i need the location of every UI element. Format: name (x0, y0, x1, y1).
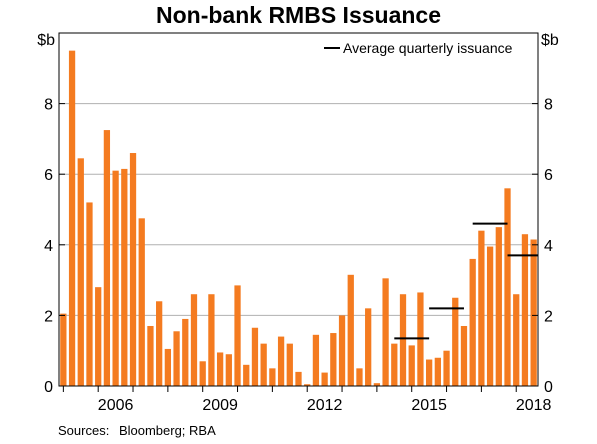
x-tick-label: 2006 (98, 397, 134, 414)
bar (495, 227, 502, 386)
bar (399, 294, 407, 386)
bar (295, 371, 302, 386)
y-tick-label-right: 2 (544, 308, 553, 325)
y-tick-label-left: 6 (44, 167, 53, 184)
bar (452, 297, 459, 386)
axis-labels: 0 0 2 2 4 4 6 6 8 8 $b $b 2006 2009 2012 2015 2018 (37, 32, 559, 414)
y-tick-label-right: 4 (544, 238, 553, 255)
bar (356, 368, 363, 386)
y-tick-label-left: 8 (44, 97, 53, 114)
x-tick-label: 2015 (411, 397, 447, 414)
bar (216, 352, 224, 386)
bar (173, 331, 180, 386)
bar (95, 287, 102, 386)
x-tick-label: 2009 (202, 397, 238, 414)
y-tick-label-left: 2 (44, 308, 53, 325)
bar (208, 294, 215, 386)
plot-frame (58, 32, 539, 387)
bar (68, 50, 76, 387)
chart-title: Non-bank RMBS Issuance (156, 2, 441, 28)
bar (277, 336, 285, 386)
bar (190, 294, 198, 386)
bar (365, 308, 372, 386)
source-note: Sources: Bloomberg; RBA (58, 423, 222, 438)
bar (286, 343, 293, 386)
bar (243, 364, 250, 386)
bar (434, 357, 441, 386)
bars (60, 50, 537, 387)
bar (77, 158, 84, 386)
y-tick-label-left: 4 (44, 238, 53, 255)
bar (443, 350, 450, 386)
axis-ticks (59, 103, 538, 392)
legend: Average quarterly issuance (324, 40, 513, 56)
bar (304, 384, 311, 386)
bar (112, 170, 119, 386)
bar (138, 218, 145, 386)
bar (156, 301, 163, 386)
average-lines (394, 222, 538, 340)
bar (408, 345, 415, 386)
source-label: Sources: (58, 423, 110, 438)
bar (513, 294, 520, 386)
legend-label: Average quarterly issuance (343, 40, 513, 56)
source-text: Bloomberg; RBA (118, 423, 216, 438)
bar (504, 188, 511, 386)
bar (147, 325, 154, 386)
bar (251, 327, 259, 386)
bar (391, 343, 398, 386)
bar (86, 202, 93, 386)
bar (164, 348, 171, 386)
bar (121, 168, 128, 386)
bar (347, 274, 354, 386)
y-axis-unit-left: $b (37, 32, 55, 49)
y-tick-label-left: 0 (44, 379, 53, 396)
bar (225, 354, 232, 386)
bar (530, 239, 537, 386)
bar (460, 325, 468, 386)
bar (373, 383, 381, 386)
y-tick-label-right: 0 (544, 379, 553, 396)
bar (199, 361, 206, 386)
bar (338, 315, 346, 386)
bar (321, 372, 328, 386)
bar (382, 278, 389, 386)
bar (478, 230, 485, 386)
x-tick-label: 2012 (307, 397, 343, 414)
bar (486, 246, 494, 386)
bar (469, 258, 476, 386)
y-tick-label-right: 6 (544, 167, 553, 184)
bar (60, 313, 67, 386)
bar (260, 343, 267, 386)
y-axis-unit-right: $b (541, 32, 559, 49)
bar (269, 368, 276, 386)
bar (182, 318, 189, 386)
bar (129, 153, 137, 386)
bar (521, 234, 529, 386)
bar (234, 285, 241, 386)
bar (103, 130, 111, 386)
x-tick-label: 2018 (516, 397, 552, 414)
y-tick-label-right: 8 (544, 97, 553, 114)
bar (312, 334, 320, 386)
bar (426, 359, 433, 386)
bar (330, 333, 337, 386)
